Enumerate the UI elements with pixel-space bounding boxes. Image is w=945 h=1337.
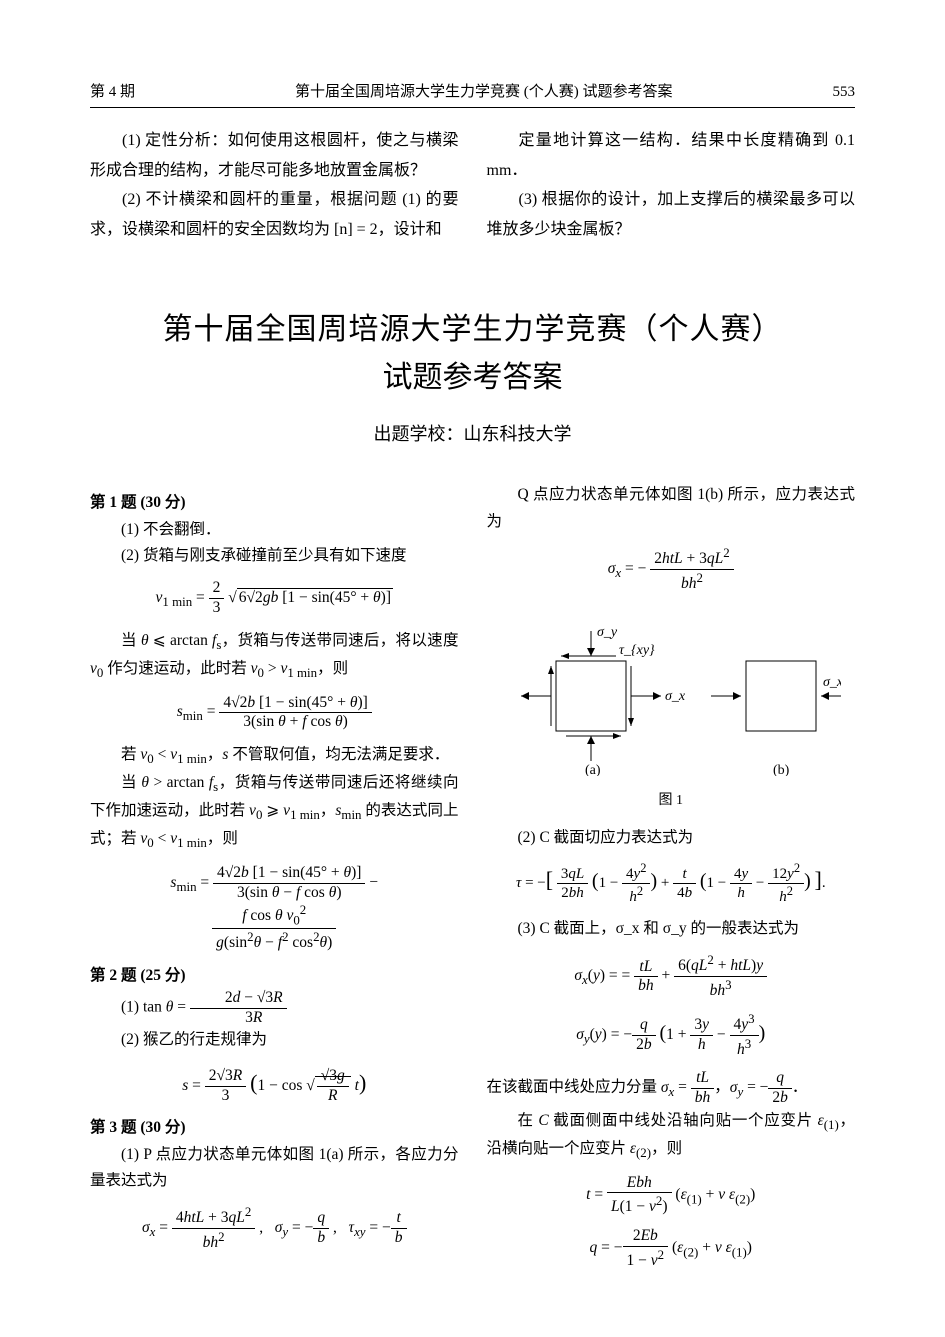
page-number: 553 — [832, 84, 855, 101]
label-tau-xy: τ_{xy} — [619, 643, 655, 658]
issue-number: 第 4 期 — [90, 80, 135, 101]
q3-eq-P: σx = 4htL + 3qL2bh2 , σy = −qb , τxy = −… — [90, 1204, 459, 1253]
top-left-para-2: (2) 不计横梁和圆杆的重量，根据问题 (1) 的要求，设横梁和圆杆的安全因数均… — [90, 185, 459, 244]
figure-1: σ_y σ_x τ_{xy} — [487, 606, 856, 813]
q2-item1: (1) tan θ = 2d − √3R3R — [90, 989, 459, 1027]
top-right-para-2: (3) 根据你的设计，加上支撑后的横梁最多可以堆放多少块金属板？ — [487, 185, 856, 244]
q1-item1: (1) 不会翻倒． — [90, 517, 459, 543]
q3-item3: (3) C 截面上，σ_x 和 σ_y 的一般表达式为 — [487, 916, 856, 942]
q1-item2: (2) 货箱与刚支承碰撞前至少具有如下速度 — [90, 543, 459, 569]
q1-para2: 若 v0 < v1 min，s 不管取何值，均无法满足要求． — [90, 742, 459, 770]
fig-label-a: (a) — [585, 763, 601, 776]
q2-heading: 第 2 题 (25 分) — [90, 963, 459, 989]
label-sigma-y: σ_y — [597, 625, 618, 640]
q2-item2: (2) 猴乙的行走规律为 — [90, 1027, 459, 1053]
q3-item1: (1) P 点应力状态单元体如图 1(a) 所示，各应力分量表达式为 — [90, 1142, 459, 1195]
q3-eq-q: q = −2Eb1 − ν2 (ε(2) + ν ε(1)) — [487, 1227, 856, 1270]
fig-label-b: (b) — [773, 763, 790, 776]
q3-gauge-para: 在 C 截面侧面中线处沿轴向贴一个应变片 ε(1)，沿横向贴一个应变片 ε(2)… — [487, 1108, 856, 1164]
top-right-para-1: 定量地计算这一结构．结果中长度精确到 0.1 mm． — [487, 126, 856, 185]
running-header: 第 4 期 第十届全国周培源大学生力学竞赛 (个人赛) 试题参考答案 553 — [90, 80, 855, 108]
q1-heading: 第 1 题 (30 分) — [90, 490, 459, 516]
q1-para3: 当 θ > arctan fs，货箱与传送带同速后还将继续向下作加速运动，此时若… — [90, 770, 459, 854]
answers-two-column: 第 1 题 (30 分) (1) 不会翻倒． (2) 货箱与刚支承碰撞前至少具有… — [90, 482, 855, 1271]
label-sigma-x-a: σ_x — [665, 689, 686, 704]
q1-eq-smin1: smin = 4√2b [1 − sin(45° + θ)] 3(sin θ +… — [90, 694, 459, 732]
q3-eq-tau: τ = −[ 3qL2bh (1 − 4y2h2) + t4b (1 − 4yh… — [487, 861, 856, 906]
q2-eq-s: s = 2√3R3 (1 − cos √3gR t) — [90, 1064, 459, 1106]
top-left-para-1: (1) 定性分析：如何使用这根圆杆，使之与横梁形成合理的结构，才能尽可能多地放置… — [90, 126, 459, 185]
q1-eq-smin2: smin = 4√2b [1 − sin(45° + θ)] 3(sin θ −… — [90, 864, 459, 953]
figure-1-caption: 图 1 — [487, 789, 856, 813]
q3-midline: 在该截面中线处应力分量 σx = tLbh，σy = −q2b． — [487, 1069, 856, 1107]
label-sigma-x-b: σ_x — [823, 675, 841, 690]
q1-para1: 当 θ ⩽ arctan fs，货箱与传送带同速后，将以速度 v0 作匀速运动，… — [90, 628, 459, 684]
q3-Q-lead: Q 点应力状态单元体如图 1(b) 所示，应力表达式为 — [487, 482, 856, 535]
top-continuation-block: (1) 定性分析：如何使用这根圆杆，使之与横梁形成合理的结构，才能尽可能多地放置… — [90, 126, 855, 244]
q3-item2: (2) C 截面切应力表达式为 — [487, 825, 856, 851]
q3-eq-sigx: σx(y) = = tLbh + 6(qL2 + htL)ybh3 — [487, 952, 856, 1001]
q3-heading: 第 3 题 (30 分) — [90, 1115, 459, 1141]
q3-eq-sigy: σy(y) = −q2b (1 + 3yh − 4y3h3) — [487, 1011, 856, 1060]
page-title-line2: 试题参考答案 — [90, 352, 855, 396]
running-title: 第十届全国周培源大学生力学竞赛 (个人赛) 试题参考答案 — [295, 80, 673, 101]
school-line: 出题学校：山东科技大学 — [90, 420, 855, 446]
q3-eq-Q: σx = − 2htL + 3qL2bh2 — [487, 545, 856, 594]
q1-eq-v1min: v1 min = 23 6√2gb [1 − sin(45° + θ)] — [90, 579, 459, 617]
q3-eq-t: t = EbhL(1 − ν2) (ε(1) + ν ε(2)) — [487, 1174, 856, 1217]
page-title-line1: 第十届全国周培源大学生力学竞赛（个人赛） — [90, 304, 855, 348]
stress-element-diagram: σ_y σ_x τ_{xy} — [501, 606, 841, 776]
